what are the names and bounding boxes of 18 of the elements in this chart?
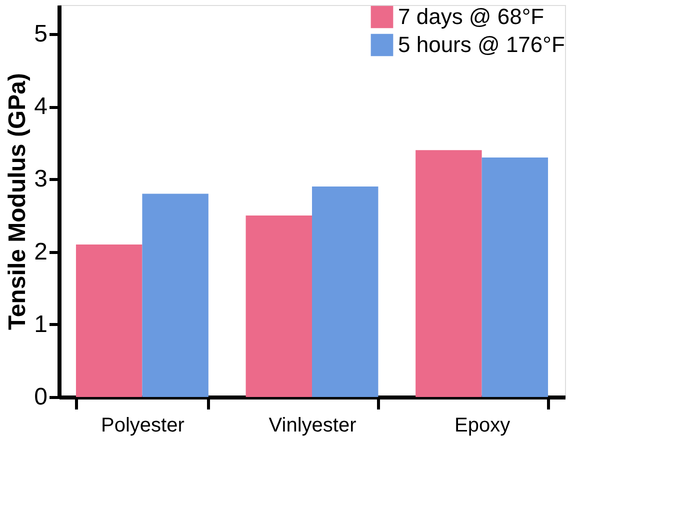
y-tick-label: 5: [34, 20, 48, 48]
legend-label: 5 hours @ 176°F: [398, 32, 565, 57]
bar: [416, 150, 482, 397]
bar: [76, 244, 142, 397]
bar: [312, 186, 378, 397]
bar: [142, 194, 208, 397]
bar: [482, 157, 548, 397]
y-tick-label: 2: [34, 238, 48, 266]
y-tick-label: 1: [34, 310, 48, 338]
x-tick-label: Vinlyester: [268, 414, 357, 436]
y-tick-label: 4: [34, 93, 48, 120]
x-tick-label: Polyester: [101, 414, 185, 436]
bar: [246, 216, 312, 397]
y-axis-title: Tensile Modulus (GPa): [4, 73, 32, 330]
y-tick-label: 3: [34, 166, 48, 193]
legend-label: 7 days @ 68°F: [398, 4, 544, 29]
y-tick-label: 0: [34, 384, 48, 410]
x-tick-label: Epoxy: [454, 414, 510, 436]
